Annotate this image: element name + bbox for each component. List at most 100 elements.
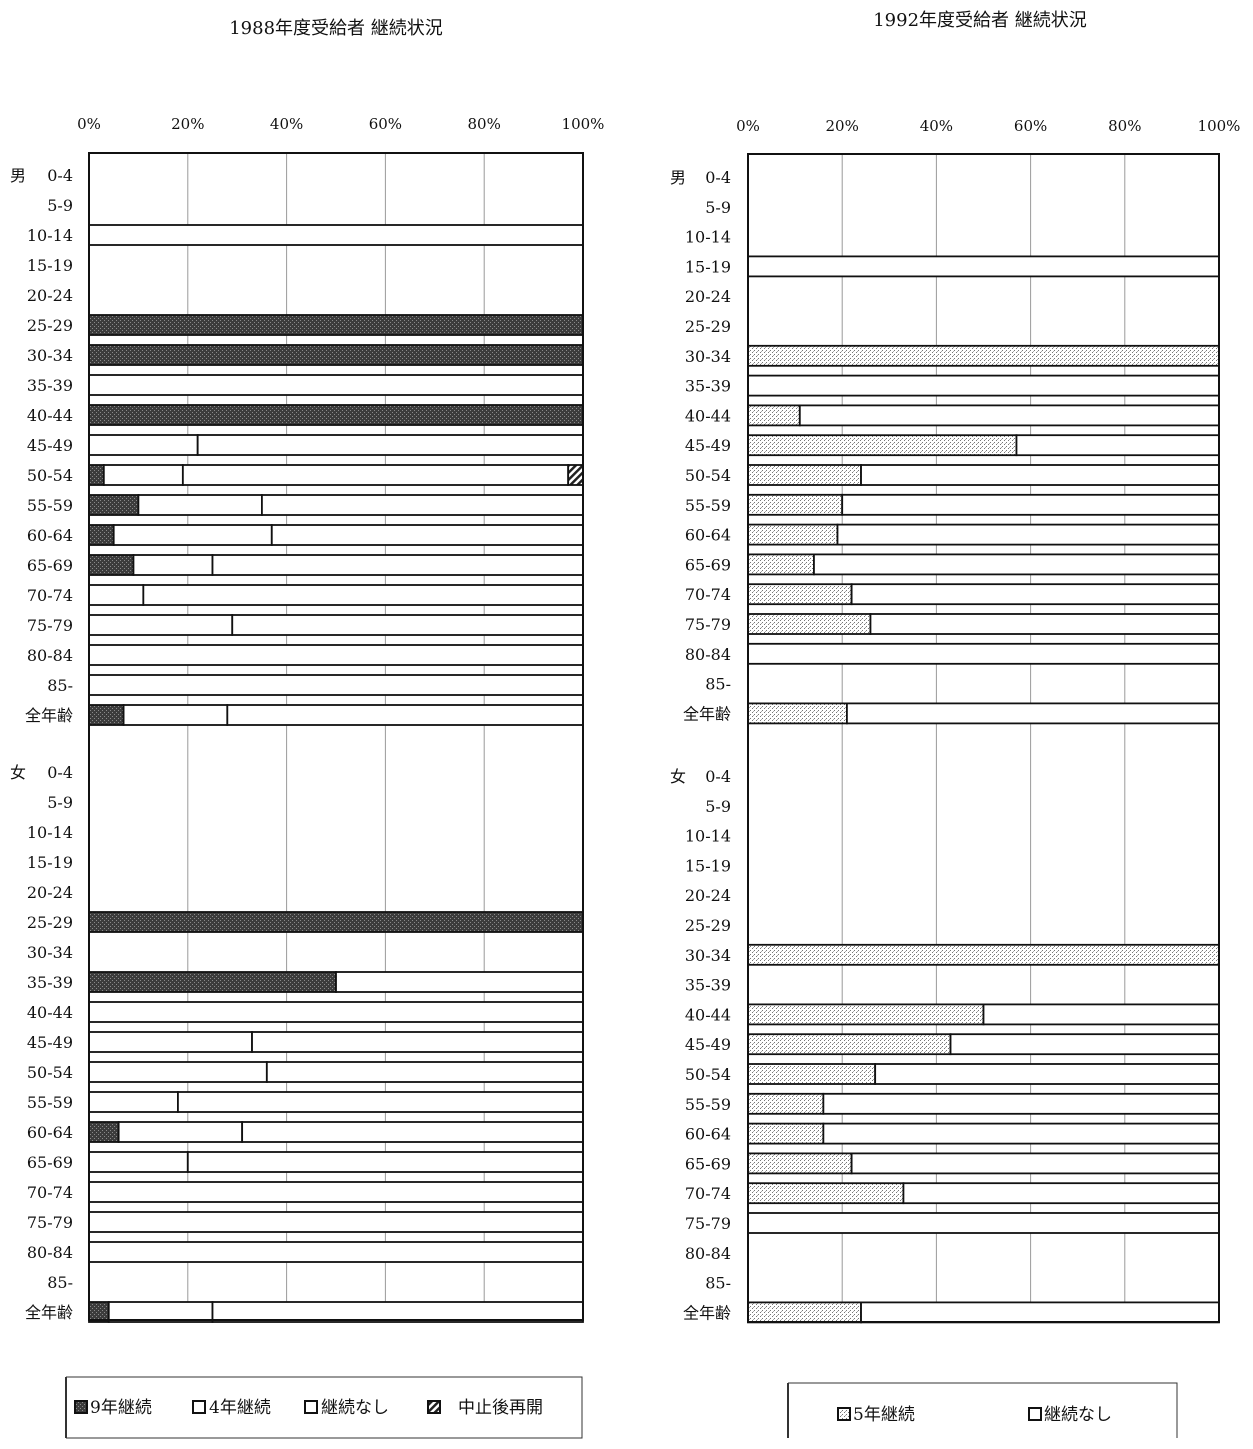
bar-segment <box>142 584 584 606</box>
chart-title-1992: 1992年度受給者 継続状況 <box>873 10 1087 31</box>
category-label: 65-69 <box>685 555 731 574</box>
legend-swatch-resumed <box>427 1400 441 1414</box>
bar-segment <box>265 1061 584 1083</box>
category-label: 50-54 <box>685 466 731 485</box>
category-labels-1992: 男 0-4 5-9 10-14 15-19 20-24 25-29 30-34 35-39 40-… <box>670 168 731 1322</box>
category-label: 55-59 <box>27 496 73 515</box>
category-label: 全年齢 <box>683 704 731 723</box>
legend-swatch-4yr <box>192 1400 206 1414</box>
bar-segment <box>747 1063 877 1085</box>
category-label: 10-14 <box>27 226 73 245</box>
category-label: 0-4 <box>705 767 731 786</box>
bar-segment <box>137 494 263 516</box>
category-label: 70-74 <box>27 586 73 605</box>
group-label: 男 <box>10 166 26 185</box>
group-label: 男 <box>670 168 686 187</box>
bar-segment <box>241 1121 584 1143</box>
category-label: 0-4 <box>705 168 731 187</box>
category-label: 65-69 <box>27 556 73 575</box>
bar-segment <box>132 554 214 576</box>
category-label: 85- <box>705 1274 731 1293</box>
bar-segment <box>88 584 145 606</box>
bar-segment <box>88 224 584 246</box>
category-label: 30-34 <box>685 946 731 965</box>
bar-segment <box>902 1182 1220 1205</box>
category-label: 75-79 <box>685 615 731 634</box>
category-label: 40-44 <box>27 406 73 425</box>
category-label: 全年齢 <box>25 1303 73 1322</box>
bar-segment <box>747 1003 985 1026</box>
bar-segment <box>88 674 584 696</box>
bar-segment <box>88 1121 120 1143</box>
category-label: 65-69 <box>685 1154 731 1173</box>
category-label: 75-79 <box>27 616 73 635</box>
category-label: 80-84 <box>685 645 731 664</box>
category-label: 80-84 <box>27 1243 73 1262</box>
plot-frame-1992 <box>747 153 1220 1323</box>
category-label: 70-74 <box>27 1183 73 1202</box>
category-label: 45-49 <box>27 436 73 455</box>
category-label: 全年齢 <box>25 706 73 725</box>
category-label: 80-84 <box>685 1244 731 1263</box>
bar-segment <box>949 1033 1220 1056</box>
bar-segment <box>260 494 584 516</box>
x-tick-label: 40% <box>270 115 303 133</box>
category-label: 35-39 <box>685 976 731 995</box>
legend-label-9yr: 9年継続 <box>90 1398 152 1418</box>
bar-segment <box>88 1001 584 1023</box>
legend-label-4yr: 4年継続 <box>209 1398 271 1418</box>
bar-segment <box>88 1211 584 1233</box>
category-label: 5-9 <box>47 793 73 812</box>
bar-segment <box>813 553 1220 576</box>
x-tick-label: 100% <box>562 115 605 133</box>
legend-1988: 9年継続 4年継続 継続なし 中止後再開 <box>65 1376 583 1439</box>
category-label: 45-49 <box>685 1035 731 1054</box>
legend-label-none-1988: 継続なし <box>321 1398 389 1418</box>
bar-segment <box>196 434 584 456</box>
category-label: 10-14 <box>27 823 73 842</box>
category-label: 25-29 <box>27 316 73 335</box>
bar-segment <box>747 1033 952 1056</box>
x-tick-label: 0% <box>77 115 101 133</box>
category-label: 85- <box>47 1273 73 1292</box>
bar-segment <box>798 404 1220 427</box>
category-label: 70-74 <box>685 1184 731 1203</box>
legend-swatch-none-1988 <box>304 1400 318 1414</box>
bar-segment <box>747 1182 905 1205</box>
category-label: 25-29 <box>685 916 731 935</box>
category-label: 20-24 <box>685 886 731 905</box>
bar-segment <box>181 464 570 486</box>
bar-segment <box>88 1091 179 1113</box>
category-label: 75-79 <box>27 1213 73 1232</box>
bar-segment <box>117 1121 244 1143</box>
category-label: 45-49 <box>27 1033 73 1052</box>
category-label: 55-59 <box>685 1095 731 1114</box>
bar-segment <box>747 1122 825 1145</box>
x-tick-label: 40% <box>920 117 953 135</box>
bar-segment <box>112 524 273 546</box>
bar-segment <box>860 1301 1220 1324</box>
bar-segment <box>874 1063 1220 1085</box>
bar-segment <box>270 524 584 546</box>
bars-1992 <box>747 255 1220 1324</box>
bar-segment <box>102 464 184 486</box>
bar-segment <box>822 1092 1220 1115</box>
category-label: 50-54 <box>27 466 73 485</box>
bar-segment <box>747 702 848 725</box>
bar-segment <box>869 613 1220 635</box>
bar-segment <box>747 1152 853 1175</box>
bar-segment <box>88 344 584 366</box>
bar-segment <box>226 704 584 726</box>
x-tick-label: 60% <box>1014 117 1047 135</box>
bar-segment <box>747 523 839 546</box>
bars-1988 <box>88 224 584 1323</box>
x-tick-label: 60% <box>369 115 402 133</box>
bar-segment <box>88 554 135 576</box>
category-labels-1988: 男 0-4 5-9 10-14 15-19 20-24 25-29 30-34 35-39 40-… <box>10 166 73 1322</box>
bar-segment <box>88 494 140 516</box>
category-label: 35-39 <box>27 973 73 992</box>
category-label: 25-29 <box>685 317 731 336</box>
bar-segment <box>211 554 584 576</box>
group-label: 女 <box>10 763 26 782</box>
gridlines-1992 <box>841 154 1126 1322</box>
